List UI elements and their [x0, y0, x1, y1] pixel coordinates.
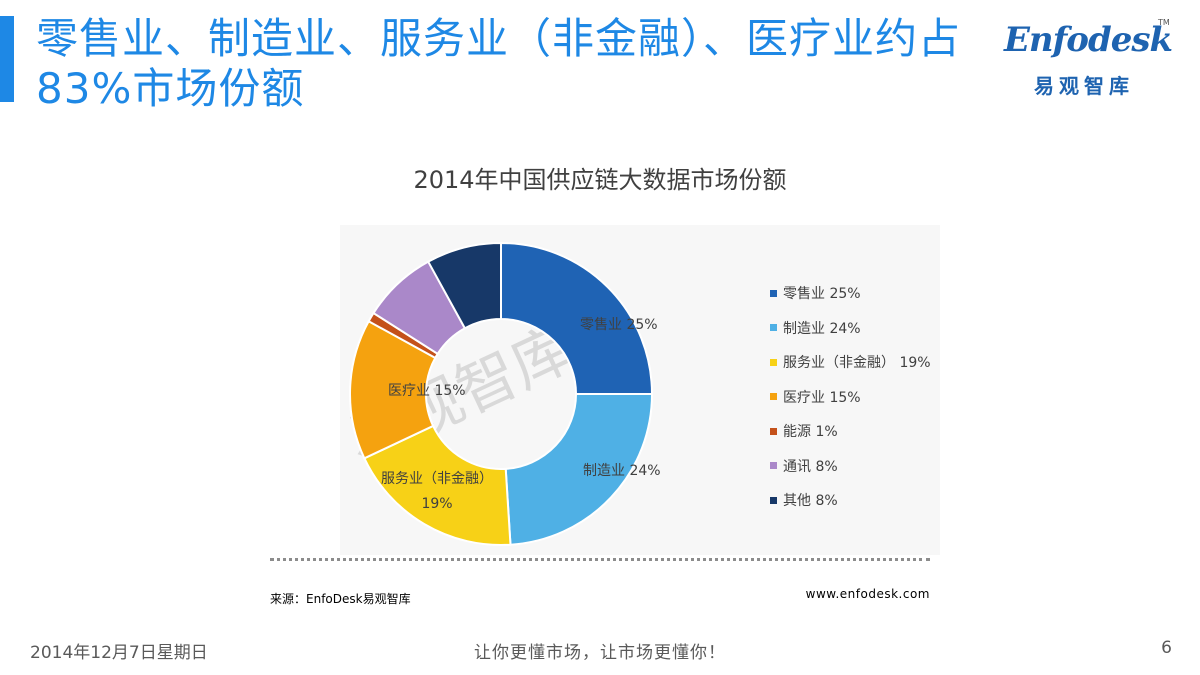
legend-label: 能源 1% — [783, 424, 838, 441]
slice-data-label: 制造业 24% — [583, 463, 661, 479]
legend-swatch — [770, 324, 777, 332]
logo-trademark: TM — [1158, 18, 1170, 27]
logo-chinese-name: 易观智库 — [1034, 74, 1134, 98]
chart-title: 2014年中国供应链大数据市场份额 — [413, 166, 787, 194]
enfodesk-logo: Enfodesk TM 易观智库 — [990, 12, 1180, 102]
legend-item: 通讯 8% — [770, 449, 931, 484]
legend-item: 制造业 24% — [770, 311, 931, 346]
source-note: 来源：EnfoDesk易观智库 — [270, 592, 411, 606]
legend-item: 其他 8% — [770, 483, 931, 518]
legend-label: 通讯 8% — [783, 458, 838, 475]
legend-swatch — [770, 427, 777, 435]
legend-label: 零售业 25% — [783, 286, 861, 303]
website-url: www.enfodesk.com — [805, 587, 930, 601]
slice-data-label: 服务业（非金融） 19% — [381, 471, 493, 512]
donut-slice — [363, 424, 512, 546]
footer-date: 2014年12月7日星期日 — [30, 643, 208, 663]
legend-label: 医疗业 15% — [783, 389, 861, 406]
legend-swatch — [770, 289, 777, 297]
legend-swatch — [770, 496, 777, 504]
legend-swatch — [770, 462, 777, 470]
donut-slice — [504, 393, 654, 546]
legend-swatch — [770, 393, 777, 401]
slice-data-label: 零售业 25% — [580, 317, 658, 333]
chart-area: 易观智库 零售业 25% 制造业 24% 服务业（非金融） 19% 医疗业 15% 零售业… — [340, 225, 940, 555]
legend-label: 其他 8% — [783, 493, 838, 510]
slice-data-label: 医疗业 15% — [388, 383, 466, 399]
legend-item: 服务业（非金融） 19% — [770, 345, 931, 380]
footer-slogan: 让你更懂市场，让市场更懂你！ — [474, 643, 726, 663]
legend-item: 能源 1% — [770, 414, 931, 449]
donut-slice — [500, 241, 654, 395]
page-title: 零售业、制造业、服务业（非金融）、医疗业约占83%市场份额 — [36, 14, 962, 113]
logo-wordmark: Enfodesk — [1004, 20, 1173, 60]
legend-swatch — [770, 358, 777, 366]
accent-bar — [0, 16, 14, 102]
donut-slice — [426, 241, 502, 330]
dotted-divider — [270, 558, 930, 561]
legend-label: 制造业 24% — [783, 320, 861, 337]
page-number: 6 — [1161, 638, 1172, 658]
legend-label: 服务业（非金融） 19% — [783, 355, 931, 372]
legend-item: 医疗业 15% — [770, 380, 931, 415]
chart-legend: 零售业 25% 制造业 24% 服务业（非金融） 19% 医疗业 15% 能源 1% 通讯… — [770, 276, 931, 518]
legend-item: 零售业 25% — [770, 276, 931, 311]
